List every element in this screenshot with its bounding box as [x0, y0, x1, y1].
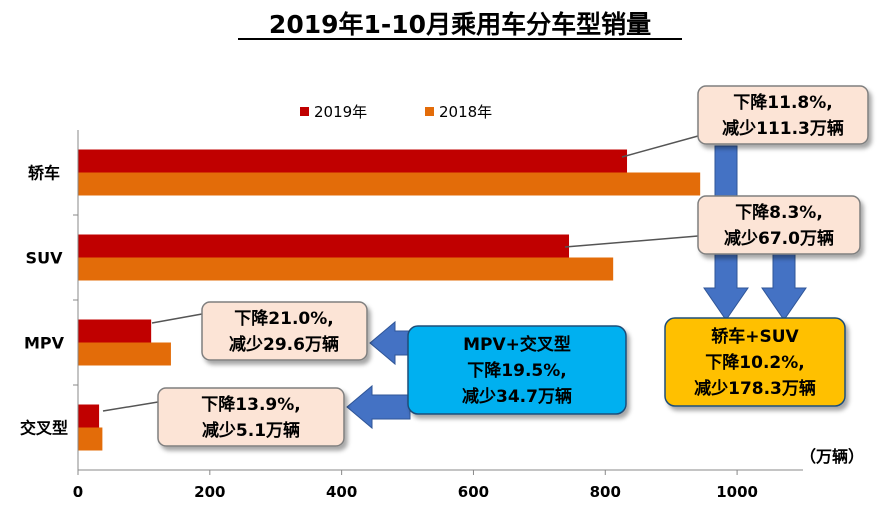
- bar-crossover-2018: [78, 427, 103, 451]
- bar-crossover-2019: [78, 404, 100, 428]
- axis-group: 轿车 SUV MPV 交叉型 0 200 400 600 800 1000: [20, 130, 803, 501]
- x-tick-label-0: 0: [73, 483, 83, 501]
- leader-line-sedan: [621, 135, 699, 158]
- x-tick-label-800: 800: [590, 483, 621, 501]
- bar-suv-2019: [78, 234, 570, 258]
- combined-box-mpv-crossover: [407, 325, 627, 415]
- callout-crossover: [157, 387, 345, 447]
- callout-mpv-line1: 下降21.0%,: [234, 308, 333, 329]
- leader-line-mpv: [151, 313, 203, 324]
- callout-crossover-line2: 减少5.1万辆: [202, 420, 300, 441]
- category-label-sedan: 轿车: [28, 164, 60, 183]
- bar-sedan-2019: [78, 149, 628, 173]
- callout-sedan-line2: 减少111.3万辆: [722, 118, 844, 139]
- combined-sedan-suv-line3: 减少178.3万辆: [694, 378, 816, 399]
- bar-mpv-2018: [78, 342, 171, 366]
- arrow-left-crossover-icon: [346, 384, 411, 430]
- callout-suv: [697, 195, 861, 255]
- callout-mpv-line2: 减少29.6万辆: [229, 334, 339, 355]
- combined-sedan-suv-line2: 下降10.2%,: [705, 352, 804, 373]
- combined-sedan-suv-line1: 轿车+SUV: [711, 326, 799, 347]
- bars-group: [78, 149, 701, 451]
- category-label-mpv: MPV: [24, 334, 65, 353]
- bar-suv-2018: [78, 257, 614, 281]
- bar-mpv-2019: [78, 319, 152, 343]
- combined-mpv-crossover-line2: 下降19.5%,: [467, 360, 566, 381]
- callout-suv-line2: 减少67.0万辆: [724, 228, 834, 249]
- category-label-crossover: 交叉型: [20, 419, 68, 438]
- combined-box-sedan-suv: [664, 317, 846, 407]
- category-label-suv: SUV: [26, 249, 64, 268]
- arrow-left-mpv-icon: [369, 320, 411, 366]
- x-tick-label-400: 400: [326, 483, 357, 501]
- unit-label: （万辆）: [800, 447, 864, 466]
- legend-label-2018: 2018年: [439, 103, 492, 121]
- combined-mpv-crossover-line1: MPV+交叉型: [463, 334, 571, 355]
- x-tick-label-200: 200: [194, 483, 225, 501]
- legend-swatch-2018: [425, 107, 434, 116]
- callout-suv-line1: 下降8.3%,: [735, 202, 823, 223]
- chart-title: 2019年1-10月乘用车分车型销量: [269, 10, 651, 39]
- leader-line-crossover: [102, 401, 159, 412]
- arrow-down-suv-icon: [761, 251, 807, 321]
- x-tick-label-1000: 1000: [716, 483, 758, 501]
- legend-label-2019: 2019年: [314, 103, 367, 121]
- callout-mpv: [201, 301, 368, 361]
- combined-mpv-crossover-line3: 减少34.7万辆: [462, 386, 572, 407]
- legend-swatch-2019: [300, 107, 309, 116]
- leader-line-suv: [564, 235, 699, 248]
- callout-sedan-line1: 下降11.8%,: [733, 92, 832, 113]
- x-tick-label-600: 600: [458, 483, 489, 501]
- bar-sedan-2018: [78, 172, 701, 196]
- callout-crossover-line1: 下降13.9%,: [201, 394, 300, 415]
- legend: 2019年 2018年: [300, 103, 492, 121]
- callout-sedan: [697, 85, 869, 145]
